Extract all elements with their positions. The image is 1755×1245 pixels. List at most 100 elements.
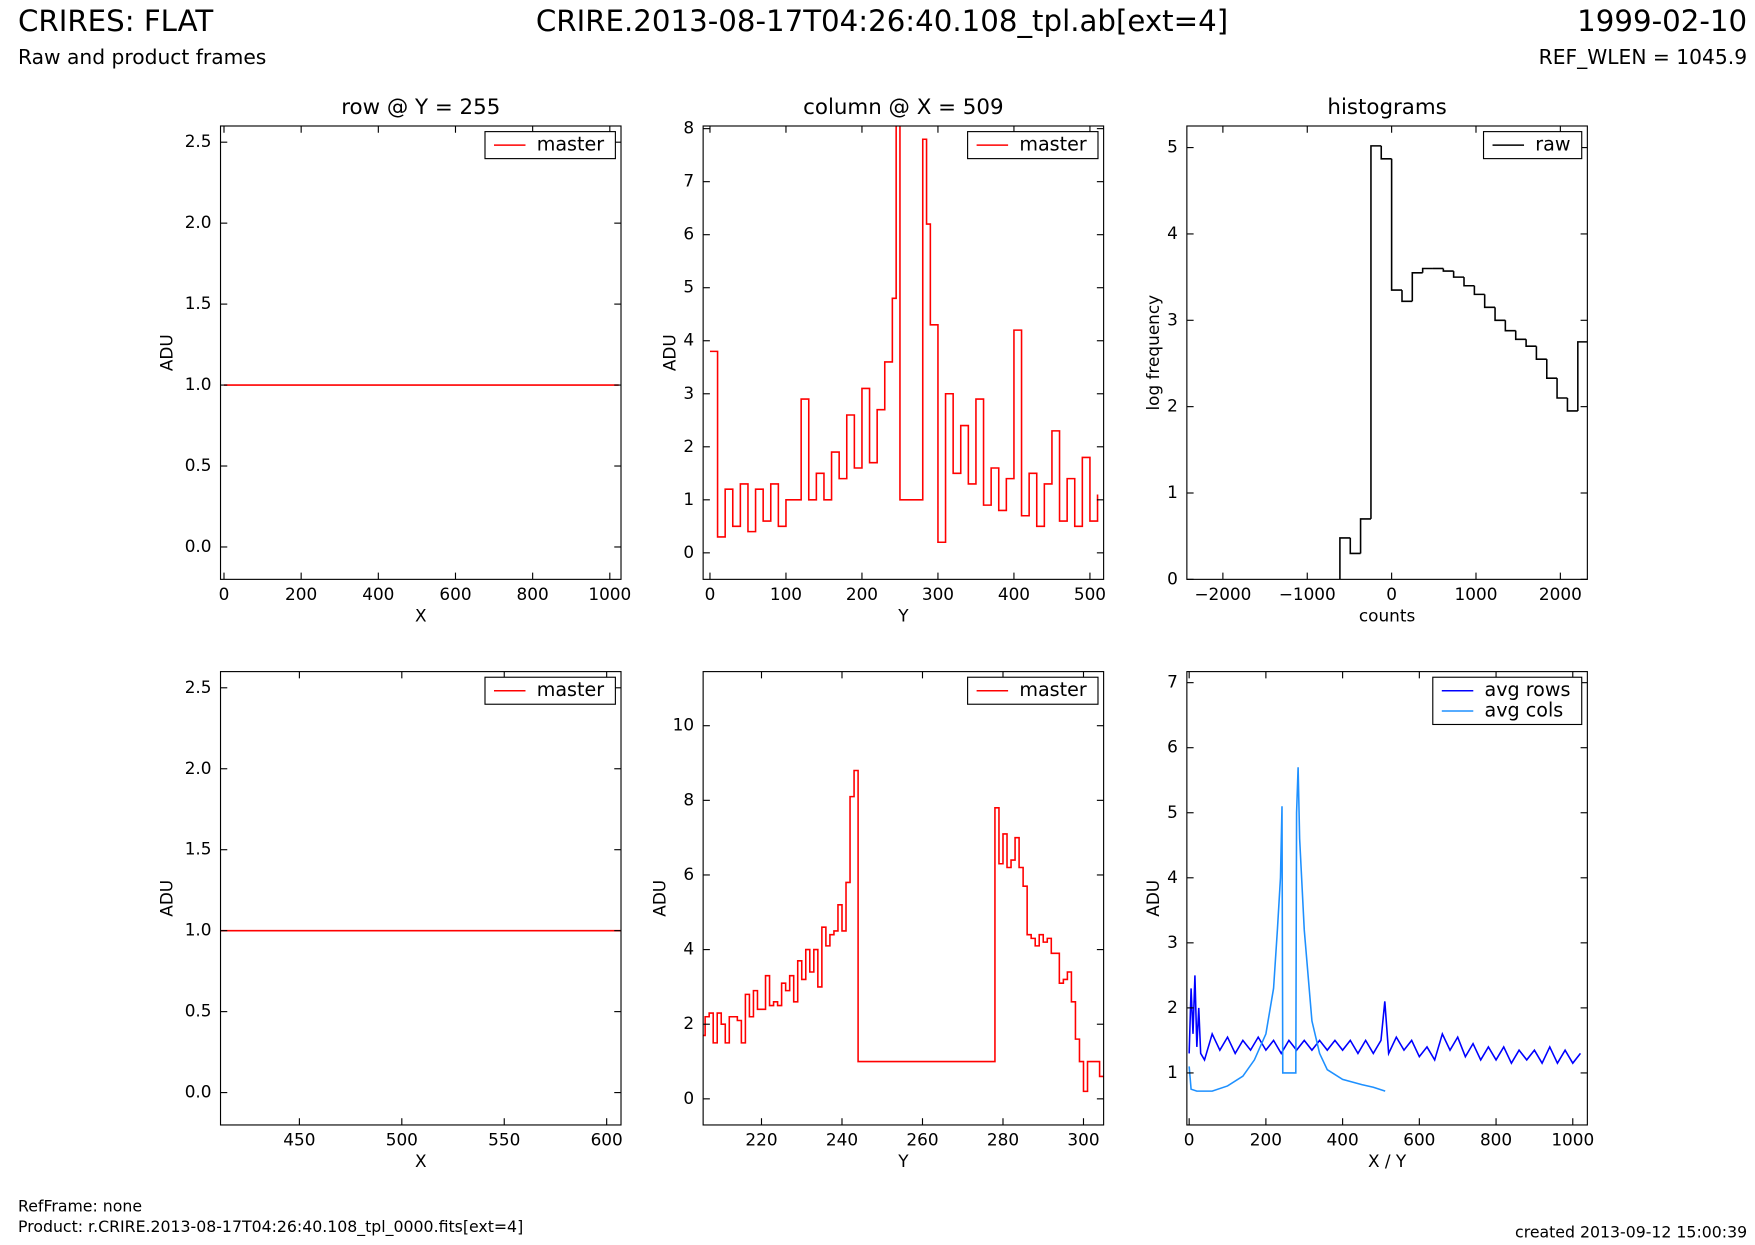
hist-bin: [1525, 339, 1537, 347]
data-line: [1188, 767, 1386, 1092]
axes-frame: [1186, 125, 1588, 580]
x-tick-label: 300: [922, 584, 954, 604]
y-tick-label: 1: [683, 489, 694, 509]
x-tick-label: 450: [283, 1130, 315, 1150]
panel: column @ X = 509 0 100 200 300 400 500 0 1 2 3 4 5 6 7…: [660, 95, 1107, 625]
x-tick-label: 0: [219, 584, 230, 604]
header-subtitle: Raw and product frames: [18, 45, 266, 69]
hist-bin: [1473, 285, 1485, 296]
x-tick-label: 0: [705, 584, 716, 604]
x-tick-label: 300: [1067, 1130, 1099, 1150]
hist-bin: [1535, 346, 1547, 360]
footer-created: created 2013-09-12 15:00:39: [1515, 1222, 1747, 1241]
y-tick-label: 1.0: [185, 374, 212, 394]
x-tick-label: 500: [386, 1130, 418, 1150]
hist-bin: [1556, 378, 1568, 399]
y-tick-label: 2.0: [185, 758, 212, 778]
legend-box: [967, 131, 1099, 160]
plot-area: [703, 769, 1104, 1093]
x-tick-label: 260: [906, 1130, 938, 1150]
y-tick-label: 7: [683, 171, 694, 191]
y-tick-label: 5: [683, 277, 694, 297]
hist-bin: [1463, 277, 1475, 287]
x-tick-label: 1000: [1551, 1130, 1594, 1150]
y-tick-label: 3: [1167, 932, 1178, 952]
legend-label: avg cols: [1485, 698, 1564, 721]
hist-bin: [1504, 320, 1516, 332]
x-tick-label: 100: [770, 584, 802, 604]
y-tick-label: 6: [683, 864, 694, 884]
legend-label: avg rows: [1485, 678, 1571, 701]
x-tick-label: 400: [362, 584, 394, 604]
y-tick-label: 4: [1167, 223, 1178, 243]
x-tick-label: 400: [1327, 1130, 1359, 1150]
x-tick-label: 200: [1250, 1130, 1282, 1150]
panel: histograms −2000 −1000 0 1000 2000 0 1 2 3 4 5 count…: [1143, 95, 1588, 625]
x-tick-label: 200: [285, 584, 317, 604]
header-file: CRIRE.2013-08-17T04:26:40.108_tpl.ab[ext…: [536, 4, 1228, 38]
legend-label: master: [537, 678, 605, 701]
y-tick-label: 10: [673, 715, 694, 735]
plot-area: [1339, 145, 1588, 580]
hist-bin: [1390, 158, 1403, 291]
data-line: [709, 125, 1099, 544]
x-tick-label: 1000: [1455, 584, 1498, 604]
hist-bin: [1349, 537, 1361, 555]
y-tick-label: 4: [683, 330, 694, 350]
x-tick-label: 2000: [1539, 584, 1582, 604]
hist-bin: [1421, 267, 1433, 273]
panel-title: row @ Y = 255: [341, 95, 500, 120]
y-axis-label: ADU: [157, 334, 177, 371]
x-tick-label: 1000: [588, 584, 631, 604]
hist-bin: [1401, 290, 1413, 303]
header-date: 1999-02-10: [1577, 4, 1747, 38]
legend: master: [484, 676, 616, 705]
x-tick-label: 200: [846, 584, 878, 604]
y-tick-label: 7: [1167, 672, 1178, 692]
x-axis-label: counts: [1359, 605, 1415, 625]
y-tick-label: 5: [1167, 802, 1178, 822]
axes-frame: [219, 671, 622, 1126]
hist-bin: [1452, 271, 1465, 278]
x-tick-label: 220: [745, 1130, 777, 1150]
x-tick-label: 0: [1184, 1130, 1195, 1150]
data-line: [1188, 975, 1582, 1065]
y-axis-label: ADU: [157, 880, 177, 917]
hist-bin: [1370, 145, 1382, 519]
hist-bin: [1359, 518, 1371, 554]
y-tick-label: 1: [1167, 482, 1178, 502]
x-tick-label: 0: [1386, 584, 1397, 604]
hist-bin: [1380, 145, 1392, 160]
y-axis-label: ADU: [1143, 880, 1163, 917]
x-tick-label: 400: [998, 584, 1030, 604]
panel: 220 240 260 280 300 0 2 4 6 8 10 Y ADU master: [649, 671, 1105, 1171]
panel: row @ Y = 255 0 200 400 600 800 1000 0.0 0.5 1.0 1…: [157, 95, 632, 625]
legend-label: master: [1019, 678, 1087, 701]
x-tick-label: 550: [488, 1130, 520, 1150]
hist-bin: [1442, 268, 1454, 272]
y-tick-label: 2.5: [185, 677, 212, 697]
x-tick-label: −1000: [1279, 584, 1336, 604]
x-tick-label: 500: [1074, 584, 1106, 604]
y-tick-label: 2.0: [185, 212, 212, 232]
x-tick-label: 800: [517, 584, 549, 604]
footer-product: Product: r.CRIRE.2013-08-17T04:26:40.108…: [18, 1217, 523, 1237]
legend: master: [967, 131, 1099, 160]
axes-frame: [1186, 671, 1588, 1126]
x-tick-label: 600: [591, 1130, 623, 1150]
y-axis-label: ADU: [660, 334, 680, 371]
legend: master: [484, 131, 616, 160]
x-tick-label: 800: [1480, 1130, 1512, 1150]
y-tick-label: 1: [1167, 1062, 1178, 1082]
y-tick-label: 4: [683, 939, 694, 959]
y-tick-label: 0: [683, 1088, 694, 1108]
legend-label: master: [537, 133, 605, 156]
x-tick-label: 280: [987, 1130, 1019, 1150]
hist-bin: [1339, 537, 1351, 580]
y-tick-label: 2: [1167, 396, 1178, 416]
y-tick-label: 8: [683, 789, 694, 809]
hist-bin: [1494, 307, 1506, 322]
axes-frame: [702, 671, 1105, 1126]
